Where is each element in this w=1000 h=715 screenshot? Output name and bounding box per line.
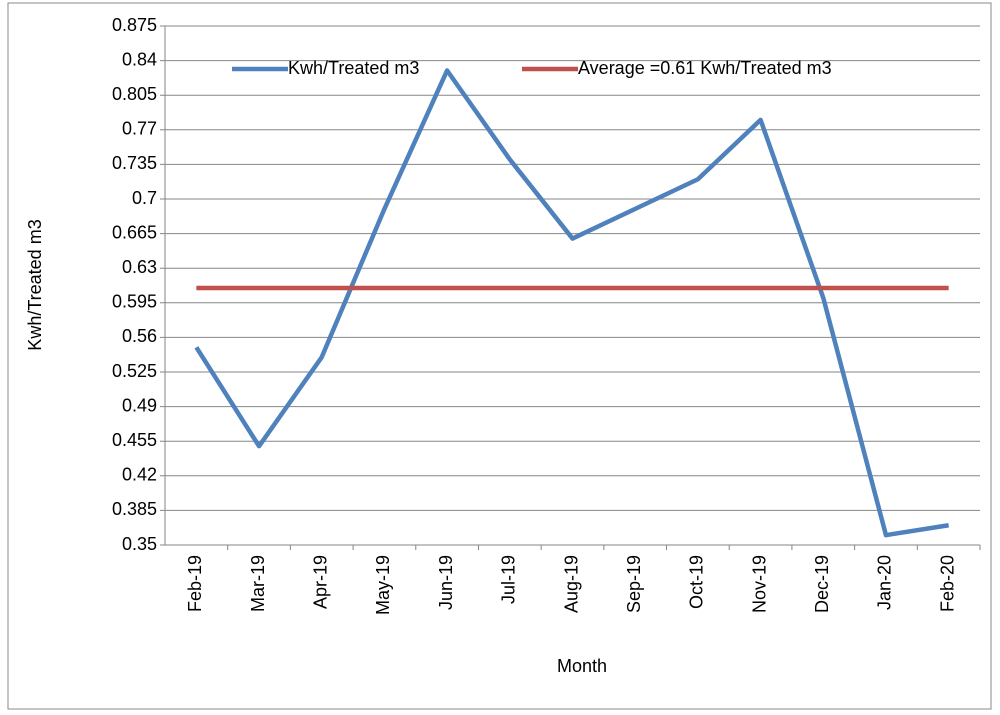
x-tick-label: May-19 (373, 555, 393, 615)
y-tick-label: 0.42 (122, 465, 157, 485)
y-axis-title: Kwh/Treated m3 (25, 219, 45, 350)
x-tick-label: Aug-19 (561, 555, 581, 613)
legend-label: Kwh/Treated m3 (288, 58, 419, 78)
y-tick-label: 0.875 (112, 15, 157, 35)
x-tick-label: Jul-19 (499, 555, 519, 604)
x-tick-label: Feb-19 (185, 555, 205, 612)
x-tick-label: Nov-19 (749, 555, 769, 613)
y-tick-label: 0.84 (122, 49, 157, 69)
y-tick-label: 0.63 (122, 257, 157, 277)
x-axis-title: Month (557, 656, 607, 676)
y-tick-label: 0.77 (122, 119, 157, 139)
y-tick-label: 0.7 (132, 188, 157, 208)
chart-frame (7, 2, 992, 710)
y-tick-label: 0.35 (122, 534, 157, 554)
series-line (194, 68, 950, 538)
y-tick-label: 0.56 (122, 326, 157, 346)
y-tick-label: 0.735 (112, 153, 157, 173)
y-tick-label: 0.49 (122, 395, 157, 415)
x-tick-label: Dec-19 (812, 555, 832, 613)
x-tick-label: Feb-20 (937, 555, 957, 612)
x-tick-label: Jan-20 (875, 555, 895, 610)
y-tick-label: 0.665 (112, 222, 157, 242)
x-tick-label: Apr-19 (310, 555, 330, 609)
y-tick-label: 0.805 (112, 84, 157, 104)
y-tick-label: 0.385 (112, 499, 157, 519)
x-tick-label: Jun-19 (436, 555, 456, 610)
x-tick-label: Sep-19 (624, 555, 644, 613)
y-tick-label: 0.525 (112, 361, 157, 381)
x-tick-label: Oct-19 (687, 555, 707, 609)
y-tick-label: 0.595 (112, 292, 157, 312)
y-tick-label: 0.455 (112, 430, 157, 450)
x-tick-label: Mar-19 (248, 555, 268, 612)
legend-label: Average =0.61 Kwh/Treated m3 (578, 58, 832, 78)
